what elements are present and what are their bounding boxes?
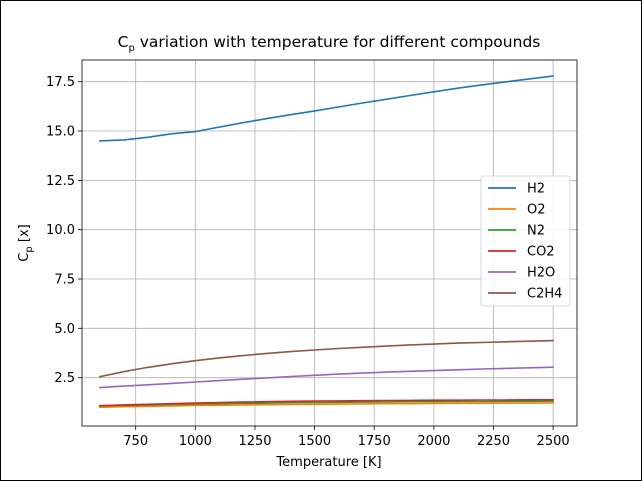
x-tick-label: 2500 <box>537 434 570 449</box>
series-line-c2h4 <box>98 339 554 378</box>
series-line-h2o <box>99 366 554 389</box>
x-tick-label: 1000 <box>179 434 212 449</box>
legend-label-co2: CO2 <box>527 245 555 260</box>
y-axis-ticks: 2.5 5.0 7.5 10.0 12.5 15.0 17.5 <box>46 75 82 386</box>
x-tick-label: 1250 <box>238 434 271 449</box>
y-tick-label: 7.5 <box>54 273 75 288</box>
y-tick-label: 10.0 <box>46 223 75 238</box>
y-tick-label: 17.5 <box>46 75 75 90</box>
chart-title: Cp variation with temperature for differ… <box>118 33 541 54</box>
x-tick-label: 1500 <box>298 434 331 449</box>
x-tick-label: 750 <box>123 434 148 449</box>
x-tick-label: 1750 <box>358 434 391 449</box>
series-line-o2 <box>99 402 554 409</box>
plot-area-border <box>81 59 578 427</box>
series-line-h2 <box>99 75 554 142</box>
legend-label-h2o: H2O <box>527 266 555 281</box>
legend-label-h2: H2 <box>527 182 545 197</box>
x-axis-label: Temperature [K] <box>275 455 381 470</box>
series-lines <box>98 75 554 409</box>
y-tick-label: 2.5 <box>54 371 75 386</box>
y-tick-label: 12.5 <box>46 174 75 189</box>
legend-label-n2: N2 <box>527 224 545 239</box>
y-axis-label: Cp [x] <box>17 224 35 261</box>
y-tick-label: 5.0 <box>54 322 75 337</box>
legend-label-o2: O2 <box>527 203 546 218</box>
y-tick-label: 15.0 <box>46 125 75 140</box>
series-line-n2 <box>99 400 554 407</box>
grid-lines <box>82 60 577 426</box>
x-tick-label: 2250 <box>477 434 510 449</box>
legend: H2 O2 N2 CO2 H2O C2H4 <box>480 175 571 307</box>
x-tick-label: 2000 <box>417 434 450 449</box>
series-line-co2 <box>99 398 554 407</box>
legend-label-c2h4: C2H4 <box>527 287 562 302</box>
x-axis-ticks: 750 1000 1250 1500 1750 2000 2250 2500 <box>123 426 570 449</box>
